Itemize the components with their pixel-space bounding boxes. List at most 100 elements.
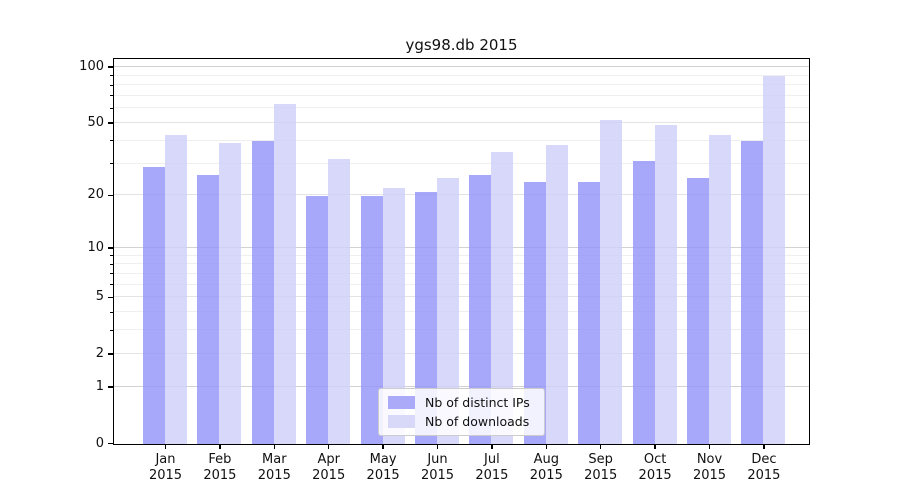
bar-nb-of-distinct-ips-jun-2015 [415,191,437,444]
gridline-minor [114,94,809,96]
x-tick-month: Aug [533,452,559,467]
x-tick [436,444,439,449]
bar-nb-of-distinct-ips-nov-2015 [687,178,709,444]
y-tick [108,442,113,445]
y-minor-tick [110,311,113,313]
x-tick [491,444,493,449]
x-tick-label-jun: Jun 2015 [406,452,470,484]
x-tick-label-mar: Mar 2015 [242,452,306,484]
x-tick-year: 2015 [148,468,183,483]
y-tick-label: 50 [87,114,104,130]
x-tick-month: Jul [484,452,500,467]
bar-nb-of-downloads-apr-2015 [328,158,351,444]
x-tick-month: Feb [208,452,232,467]
x-tick [708,444,711,449]
bar-nb-of-distinct-ips-oct-2015 [632,161,655,444]
bar-nb-of-downloads-dec-2015 [763,76,786,444]
x-tick-year: 2015 [584,468,618,483]
gridline-minor [114,329,809,331]
y-tick-label: 100 [79,59,104,75]
x-tick-month: Mar [262,452,287,467]
y-tick [108,247,113,249]
gridline-minor [114,107,809,109]
y-minor-tick [110,255,113,257]
x-tick-label-feb: Feb 2015 [188,452,252,484]
bar-nb-of-distinct-ips-aug-2015 [523,181,546,444]
x-tick-month: Nov [696,452,723,467]
bar-nb-of-downloads-jun-2015 [437,178,459,444]
x-tick [273,444,275,449]
bar-nb-of-distinct-ips-jul-2015 [469,175,492,444]
x-tick-year: 2015 [529,468,563,483]
y-minor-tick [110,75,113,77]
y-tick-label: 5 [95,289,104,305]
x-tick [654,444,656,449]
x-tick-year: 2015 [203,468,237,483]
x-tick-year: 2015 [257,468,291,483]
y-tick [108,296,113,299]
x-tick-year: 2015 [312,468,346,483]
gridline-major [114,352,809,354]
bar-nb-of-downloads-nov-2015 [709,135,731,444]
bar-nb-of-downloads-may-2015 [382,188,405,444]
y-minor-tick [110,107,113,109]
x-tick-label-oct: Oct 2015 [623,452,687,484]
plot-area [113,58,810,445]
y-tick [108,122,113,124]
x-tick-month: May [369,452,397,467]
bar-nb-of-downloads-aug-2015 [545,145,568,444]
bar-nb-of-distinct-ips-feb-2015 [197,175,220,444]
bar-nb-of-downloads-jul-2015 [491,151,514,444]
bar-nb-of-downloads-jan-2015 [165,135,187,444]
y-minor-tick [110,84,113,86]
gridline-major [114,246,809,248]
x-tick [600,444,602,449]
bar-nb-of-distinct-ips-may-2015 [360,195,383,444]
gridline-minor [114,84,809,86]
legend-swatch-icon [388,415,415,428]
x-tick [328,444,330,449]
y-tick [108,386,113,388]
gridline-major [114,121,809,123]
gridline-minor [114,254,809,256]
legend-item: Nb of downloads [388,414,544,430]
y-tick [108,66,113,68]
bar-nb-of-distinct-ips-apr-2015 [306,195,329,444]
gridline-minor [114,272,809,274]
gridline-minor [114,139,809,141]
x-tick [164,444,167,449]
bar-nb-of-distinct-ips-jan-2015 [143,166,165,444]
legend-label: Nb of downloads [425,413,530,429]
y-tick-label: 10 [87,239,104,255]
y-tick-label: 2 [95,345,104,361]
x-tick-month: Jun [427,452,448,467]
y-minor-tick [110,95,113,97]
bar-nb-of-downloads-oct-2015 [654,125,677,444]
legend-item: Nb of distinct IPs [388,395,544,411]
legend-swatch-icon [388,396,415,409]
legend-label: Nb of distinct IPs [425,394,530,410]
x-tick-label-sep: Sep 2015 [569,452,633,484]
chart-title: ygs98.db 2015 [405,36,518,54]
x-tick-month: Sep [588,452,613,467]
x-tick-year: 2015 [692,468,727,483]
x-tick-label-may: May 2015 [351,452,415,484]
y-minor-tick [110,263,113,265]
x-tick-label-dec: Dec 2015 [732,452,796,484]
gridline-minor [114,283,809,285]
x-tick-label-apr: Apr 2015 [297,452,361,484]
x-tick-label-jul: Jul 2015 [460,452,524,484]
y-tick [108,353,113,355]
bar-nb-of-distinct-ips-sep-2015 [578,181,601,444]
gridline-major [114,296,809,298]
x-tick-year: 2015 [475,468,509,483]
x-tick-label-nov: Nov 2015 [678,452,742,484]
x-tick [382,444,384,449]
y-minor-tick [110,284,113,286]
y-minor-tick [110,140,113,142]
bar-nb-of-downloads-sep-2015 [600,120,623,444]
x-tick-month: Dec [751,452,777,467]
x-tick-year: 2015 [420,468,455,483]
x-tick-label-aug: Aug 2015 [514,452,578,484]
